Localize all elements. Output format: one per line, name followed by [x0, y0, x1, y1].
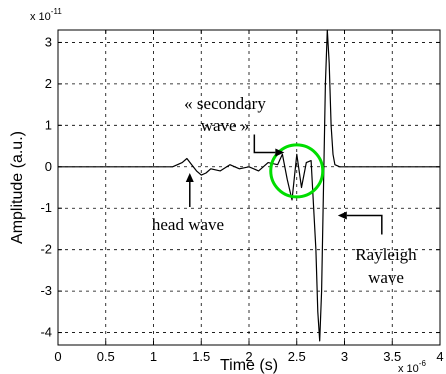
- secondary-wave-label-line: « secondary: [184, 94, 266, 113]
- x-tick-label: 1: [150, 349, 157, 364]
- head-wave-label: head wave: [152, 215, 224, 234]
- highlight-circle: [269, 143, 325, 199]
- secondary-wave-arrow: [253, 134, 276, 154]
- y-tick-label: -3: [40, 283, 52, 298]
- y-axis-label: Amplitude (a.u.): [9, 131, 26, 244]
- y-multiplier-base: x 10: [30, 11, 51, 23]
- x-tick-label: 2.5: [288, 349, 306, 364]
- x-tick-label: 1.5: [192, 349, 210, 364]
- y-tick-label: 2: [45, 76, 52, 91]
- y-axis-multiplier: x 10-11: [30, 7, 62, 23]
- rayleigh-wave-label-line: wave: [368, 268, 404, 287]
- x-axis-multiplier: x 10-6: [398, 359, 426, 374]
- rayleigh-wave-label-line: Rayleigh: [355, 245, 417, 264]
- y-tick-label: 1: [45, 117, 52, 132]
- x-axis-label: Time (s): [220, 357, 278, 374]
- rayleigh-wave-arrowhead: [337, 211, 347, 220]
- x-tick-label: 3: [341, 349, 348, 364]
- tick-layer: 0 0.5 1 1.5 2 2.5 3 3.5 4 3 2 1 0 -1 -2 -3 -4: [40, 30, 444, 364]
- y-tick-label: 0: [45, 159, 52, 174]
- secondary-wave-label: « secondary wave »: [184, 94, 266, 135]
- series-layer: [58, 29, 440, 342]
- x-tick-label: 2: [245, 349, 252, 364]
- secondary-wave-arrowhead: [275, 148, 285, 157]
- x-multiplier-base: x 10: [398, 363, 419, 374]
- y-multiplier-exponent: -11: [51, 7, 63, 16]
- rayleigh-wave-label: Rayleigh wave: [355, 245, 417, 287]
- x-tick-label: 0: [54, 349, 61, 364]
- grid-layer: [57, 30, 441, 345]
- x-tick-label: 3.5: [383, 349, 401, 364]
- x-tick-label: 4: [436, 349, 443, 364]
- head-wave-arrowhead: [185, 172, 194, 182]
- rayleigh-wave-arrow: [346, 214, 383, 235]
- head-wave-label-line: head wave: [152, 215, 224, 234]
- y-tick-label: 3: [45, 34, 52, 49]
- y-tick-label: -4: [40, 325, 52, 340]
- secondary-wave-label-line: wave »: [201, 116, 250, 135]
- y-tick-label: -2: [40, 242, 52, 257]
- y-tick-label: -1: [40, 200, 52, 215]
- annotation-layer: « secondary wave » head wave Rayleigh wave: [152, 94, 417, 287]
- series-line: [58, 29, 440, 342]
- x-tick-label: 0.5: [97, 349, 115, 364]
- x-multiplier-exponent: -6: [419, 359, 427, 368]
